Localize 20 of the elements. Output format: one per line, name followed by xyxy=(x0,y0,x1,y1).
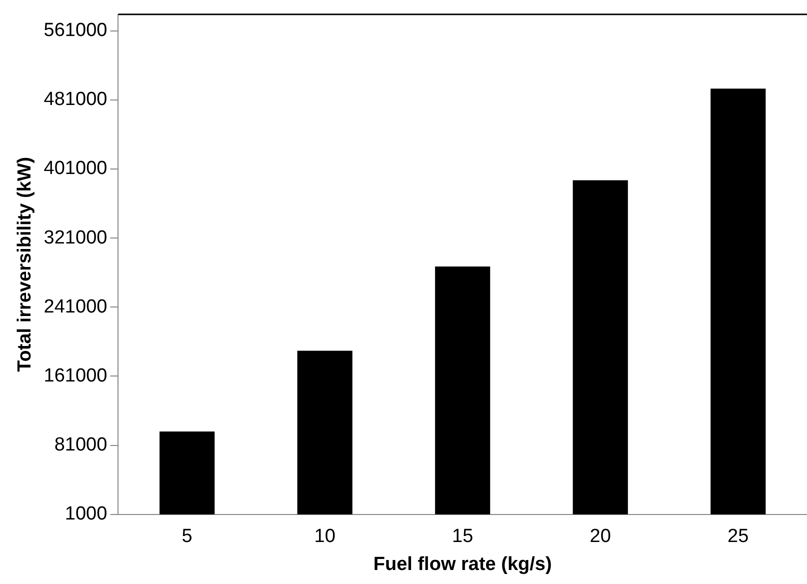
y-tick-label: 81000 xyxy=(54,434,108,456)
y-tick-label: 401000 xyxy=(44,158,108,180)
x-tick-label: 20 xyxy=(590,526,611,548)
bar xyxy=(710,88,766,514)
x-axis-title: Fuel flow rate (kg/s) xyxy=(373,554,552,575)
x-tick-label: 15 xyxy=(452,526,474,548)
y-tick-label: 481000 xyxy=(44,89,108,110)
x-tick-label: 25 xyxy=(728,526,749,548)
bar xyxy=(572,180,628,514)
bar xyxy=(297,350,352,514)
bar xyxy=(435,266,490,514)
y-tick-label: 241000 xyxy=(44,296,108,318)
y-axis-title: Total irreversibility (kW) xyxy=(14,156,36,372)
y-tick-label: 321000 xyxy=(44,227,108,248)
x-tick-label: 10 xyxy=(314,526,336,548)
y-tick-label: 561000 xyxy=(44,20,108,42)
y-tick-label: 1000 xyxy=(64,504,108,525)
bar xyxy=(160,432,215,514)
y-tick-label: 161000 xyxy=(44,365,108,386)
x-tick-label: 5 xyxy=(182,526,192,548)
